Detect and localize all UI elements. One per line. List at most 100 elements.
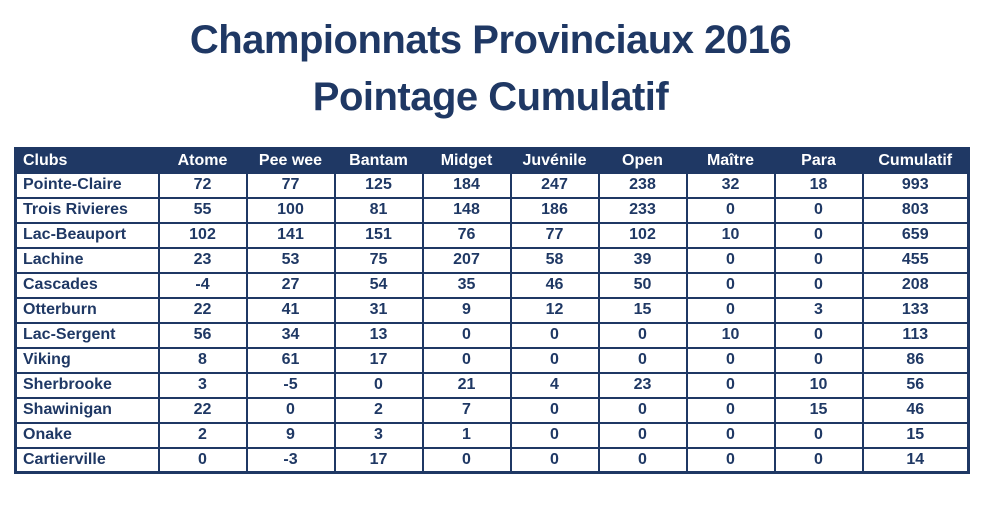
score-cell: 455 (861, 246, 970, 274)
score-cell: 0 (773, 321, 864, 349)
score-cell: 10 (773, 371, 864, 399)
score-cell: 0 (597, 421, 688, 449)
table-row: Pointe-Claire 72 77 125 184 247 238 32 18 993 (14, 171, 970, 199)
score-cell: 10 (685, 321, 776, 349)
score-cell: 993 (861, 171, 970, 199)
score-cell: 7 (421, 396, 512, 424)
club-name-cell: Trois Rivieres (14, 196, 160, 224)
score-cell: 35 (421, 271, 512, 299)
score-cell: 2 (157, 421, 248, 449)
score-cell: 102 (597, 221, 688, 249)
score-cell: 3 (333, 421, 424, 449)
score-cell: 208 (861, 271, 970, 299)
score-cell: 18 (773, 171, 864, 199)
score-cell: 133 (861, 296, 970, 324)
score-cell: 0 (773, 246, 864, 274)
score-cell: 803 (861, 196, 970, 224)
club-name-cell: Lac-Beauport (14, 221, 160, 249)
score-cell: 81 (333, 196, 424, 224)
score-cell: 238 (597, 171, 688, 199)
column-header-open: Open (597, 147, 688, 174)
score-cell: 0 (421, 446, 512, 474)
score-cell: 23 (597, 371, 688, 399)
score-cell: 21 (421, 371, 512, 399)
club-name-cell: Otterburn (14, 296, 160, 324)
score-cell: 0 (773, 346, 864, 374)
score-cell: 76 (421, 221, 512, 249)
score-cell: 0 (773, 271, 864, 299)
score-cell: 0 (245, 396, 336, 424)
score-cell: 27 (245, 271, 336, 299)
score-cell: 15 (597, 296, 688, 324)
table-row: Lachine 23 53 75 207 58 39 0 0 455 (14, 246, 970, 274)
score-cell: 0 (685, 271, 776, 299)
table-row: Otterburn 22 41 31 9 12 15 0 3 133 (14, 296, 970, 324)
score-cell: 12 (509, 296, 600, 324)
score-cell: 77 (509, 221, 600, 249)
score-cell: 3 (157, 371, 248, 399)
score-cell: 0 (509, 321, 600, 349)
score-cell: 0 (509, 346, 600, 374)
score-cell: 31 (333, 296, 424, 324)
score-cell: 0 (773, 196, 864, 224)
score-cell: 102 (157, 221, 248, 249)
score-cell: 0 (773, 446, 864, 474)
score-cell: 233 (597, 196, 688, 224)
score-cell: 58 (509, 246, 600, 274)
score-cell: 0 (685, 446, 776, 474)
column-header-pee-wee: Pee wee (245, 147, 336, 174)
header-row: Clubs Atome Pee wee Bantam Midget Juvénile Ope… (14, 147, 970, 174)
club-name-cell: Onake (14, 421, 160, 449)
club-name-cell: Cartierville (14, 446, 160, 474)
score-cell: 77 (245, 171, 336, 199)
score-cell: 10 (685, 221, 776, 249)
table-row: Shawinigan 22 0 2 7 0 0 0 15 46 (14, 396, 970, 424)
table-row: Trois Rivieres 55 100 81 148 186 233 0 0 803 (14, 196, 970, 224)
club-name-cell: Cascades (14, 271, 160, 299)
score-cell: 22 (157, 396, 248, 424)
score-cell: 86 (861, 346, 970, 374)
score-cell: -4 (157, 271, 248, 299)
score-cell: 53 (245, 246, 336, 274)
score-cell: 0 (597, 396, 688, 424)
score-cell: 23 (157, 246, 248, 274)
score-cell: 0 (685, 196, 776, 224)
score-cell: 56 (157, 321, 248, 349)
score-cell: 184 (421, 171, 512, 199)
score-cell: 17 (333, 346, 424, 374)
score-cell: 34 (245, 321, 336, 349)
table-row: Viking 8 61 17 0 0 0 0 0 86 (14, 346, 970, 374)
page-title: Championnats Provinciaux 2016 Pointage C… (0, 12, 981, 126)
score-cell: 0 (685, 346, 776, 374)
score-cell: 0 (685, 371, 776, 399)
score-cell: 9 (245, 421, 336, 449)
club-name-cell: Pointe-Claire (14, 171, 160, 199)
score-cell: 8 (157, 346, 248, 374)
table-row: Cartierville 0 -3 17 0 0 0 0 0 14 (14, 446, 970, 474)
score-cell: 75 (333, 246, 424, 274)
score-cell: 0 (685, 246, 776, 274)
score-cell: 46 (509, 271, 600, 299)
score-cell: 0 (509, 396, 600, 424)
score-cell: 0 (597, 346, 688, 374)
column-header-maître: Maître (685, 147, 776, 174)
table-row: Lac-Beauport 102 141 151 76 77 102 10 0 659 (14, 221, 970, 249)
score-cell: 0 (421, 321, 512, 349)
score-cell: 54 (333, 271, 424, 299)
score-cell: 141 (245, 221, 336, 249)
table-body: Pointe-Claire 72 77 125 184 247 238 32 18 993 Troi… (14, 171, 970, 474)
score-cell: 0 (773, 421, 864, 449)
score-cell: 0 (597, 321, 688, 349)
score-cell: 0 (509, 446, 600, 474)
table-row: Lac-Sergent 56 34 13 0 0 0 10 0 113 (14, 321, 970, 349)
table-row: Cascades -4 27 54 35 46 50 0 0 208 (14, 271, 970, 299)
club-name-cell: Viking (14, 346, 160, 374)
score-cell: 0 (333, 371, 424, 399)
score-cell: 148 (421, 196, 512, 224)
score-cell: 15 (773, 396, 864, 424)
score-cell: 207 (421, 246, 512, 274)
score-cell: 4 (509, 371, 600, 399)
club-name-cell: Shawinigan (14, 396, 160, 424)
score-cell: 22 (157, 296, 248, 324)
score-cell: 46 (861, 396, 970, 424)
